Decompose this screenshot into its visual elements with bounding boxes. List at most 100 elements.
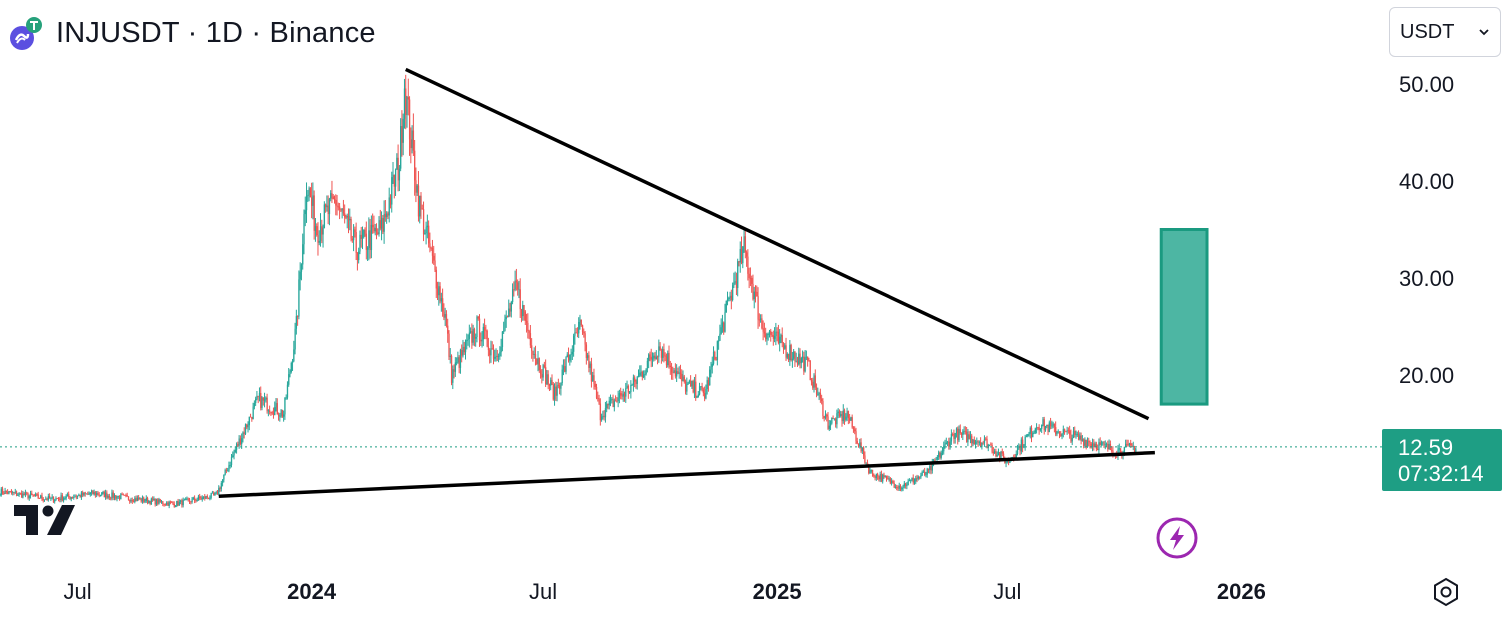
candle-body — [359, 234, 361, 252]
candle-body — [407, 97, 409, 100]
candle-body — [832, 417, 834, 419]
candle-body — [1021, 439, 1024, 448]
candle-body — [863, 447, 865, 456]
candle-body — [342, 208, 345, 214]
candle-body — [859, 442, 861, 447]
candle-body — [924, 471, 926, 475]
candle-body — [220, 483, 223, 489]
candle-body — [13, 492, 15, 493]
candle-body — [759, 318, 762, 320]
candle-body — [904, 483, 907, 486]
candle-body — [672, 372, 674, 374]
candle-body — [639, 372, 641, 376]
candle-body — [83, 492, 85, 496]
candle-body — [0, 494, 1, 496]
candle-body — [146, 498, 149, 503]
candle-body — [833, 418, 836, 420]
candle-body — [426, 225, 429, 228]
candle-body — [620, 393, 622, 396]
candle-body — [734, 281, 736, 283]
candle-body — [940, 452, 942, 458]
candle-body — [352, 229, 355, 241]
candle-body — [192, 497, 195, 499]
candle-body — [291, 361, 294, 363]
candle-body — [1105, 443, 1108, 445]
candle-body — [716, 341, 719, 361]
candle-body — [364, 229, 366, 234]
candle-body — [718, 340, 720, 342]
projection-box[interactable] — [1159, 228, 1209, 406]
candle-body — [80, 492, 83, 498]
candle-body — [93, 492, 95, 495]
ascending-support-line[interactable] — [218, 450, 1155, 498]
descending-resistance-line[interactable] — [404, 67, 1150, 421]
candle-body — [677, 371, 679, 374]
candle-body — [191, 498, 193, 503]
candle-body — [738, 261, 740, 263]
candle-body — [823, 416, 825, 419]
candle-body — [899, 485, 902, 490]
candle-body — [856, 441, 858, 444]
candle-body — [480, 339, 482, 342]
candle-body — [274, 407, 276, 416]
candle-body — [1005, 461, 1007, 464]
candle-body — [1077, 433, 1080, 440]
candle-body — [107, 495, 109, 498]
candle-body — [50, 497, 52, 499]
candle-body — [98, 494, 100, 496]
candle-body — [234, 449, 236, 452]
tradingview-logo-icon[interactable] — [14, 505, 76, 537]
candle-body — [706, 380, 708, 389]
candle-body — [150, 498, 153, 504]
candle-body — [621, 395, 623, 397]
candle-body — [616, 400, 618, 402]
candle-body — [981, 442, 983, 447]
candle-body — [959, 429, 961, 434]
candle-body — [113, 495, 116, 498]
candle-body — [1002, 453, 1005, 459]
candle-body — [459, 350, 462, 368]
candle-body — [389, 197, 392, 205]
candle-body — [573, 335, 575, 352]
candle-body — [248, 416, 250, 426]
candle-body — [1072, 430, 1075, 438]
candle-body — [545, 367, 547, 385]
candle-body — [683, 376, 685, 382]
candle-body — [709, 369, 711, 386]
currency-select[interactable]: USDT — [1389, 7, 1501, 57]
time-axis-label: Jul — [64, 579, 92, 604]
candle-body — [793, 351, 795, 359]
candle-body — [812, 381, 814, 388]
candle-body — [267, 410, 270, 412]
candle-body — [641, 371, 644, 378]
candle-body — [1061, 433, 1063, 437]
candle-body — [771, 334, 773, 336]
candle-body — [946, 441, 949, 443]
candle-body — [266, 397, 268, 412]
candle-body — [651, 358, 654, 360]
candle-body — [76, 495, 79, 497]
candle-body — [625, 388, 627, 397]
candle-body — [700, 386, 702, 388]
candle-body — [7, 492, 9, 494]
candle-body — [168, 501, 170, 506]
candle-body — [1104, 444, 1106, 446]
candle-body — [990, 444, 992, 446]
candle-body — [882, 474, 884, 482]
candle-body — [420, 195, 422, 209]
candle-body — [995, 451, 997, 457]
candle-body — [405, 88, 407, 116]
candle-body — [536, 358, 538, 364]
candle-body — [1065, 431, 1067, 433]
candle-body — [974, 441, 977, 445]
candle-body — [912, 477, 914, 483]
candle-body — [711, 363, 713, 367]
candle-body — [593, 375, 595, 384]
candle-body — [78, 494, 80, 496]
candle-body — [871, 469, 874, 474]
settings-icon[interactable] — [1431, 577, 1461, 607]
candle-body — [883, 474, 885, 477]
lightning-icon[interactable] — [1155, 516, 1199, 560]
candle-body — [443, 311, 445, 318]
